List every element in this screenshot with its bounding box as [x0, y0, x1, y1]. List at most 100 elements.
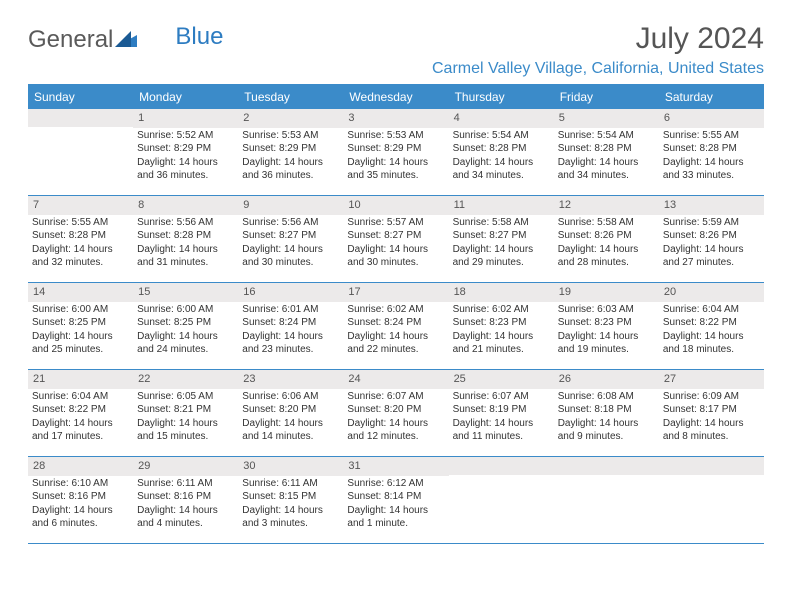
day-body: Sunrise: 6:09 AMSunset: 8:17 PMDaylight:… [659, 389, 764, 447]
sunrise-text: Sunrise: 5:56 AM [137, 216, 234, 230]
sunrise-text: Sunrise: 5:55 AM [32, 216, 129, 230]
daylight-text: Daylight: 14 hours and 30 minutes. [347, 243, 444, 270]
day-number: 25 [449, 370, 554, 389]
sunset-text: Sunset: 8:17 PM [663, 403, 760, 417]
day-body: Sunrise: 5:54 AMSunset: 8:28 PMDaylight:… [449, 128, 554, 186]
month-title: July 2024 [432, 22, 764, 56]
day-cell: 6Sunrise: 5:55 AMSunset: 8:28 PMDaylight… [659, 109, 764, 195]
day-body: Sunrise: 5:54 AMSunset: 8:28 PMDaylight:… [554, 128, 659, 186]
sunrise-text: Sunrise: 6:07 AM [347, 390, 444, 404]
daylight-text: Daylight: 14 hours and 17 minutes. [32, 417, 129, 444]
day-header-wednesday: Wednesday [343, 86, 448, 109]
sunrise-text: Sunrise: 6:04 AM [32, 390, 129, 404]
sunset-text: Sunset: 8:19 PM [453, 403, 550, 417]
day-number: 14 [28, 283, 133, 302]
sunrise-text: Sunrise: 5:54 AM [453, 129, 550, 143]
day-number: 17 [343, 283, 448, 302]
header: General Blue July 2024 Carmel Valley Vil… [28, 22, 764, 78]
day-cell: 11Sunrise: 5:58 AMSunset: 8:27 PMDayligh… [449, 196, 554, 282]
day-header-friday: Friday [554, 86, 659, 109]
sunset-text: Sunset: 8:26 PM [663, 229, 760, 243]
sunset-text: Sunset: 8:16 PM [137, 490, 234, 504]
day-number: 27 [659, 370, 764, 389]
day-number: 12 [554, 196, 659, 215]
day-body: Sunrise: 5:59 AMSunset: 8:26 PMDaylight:… [659, 215, 764, 273]
day-header-saturday: Saturday [659, 86, 764, 109]
sunset-text: Sunset: 8:28 PM [558, 142, 655, 156]
daylight-text: Daylight: 14 hours and 15 minutes. [137, 417, 234, 444]
daylight-text: Daylight: 14 hours and 8 minutes. [663, 417, 760, 444]
logo-text-1: General [28, 26, 113, 54]
day-body: Sunrise: 6:05 AMSunset: 8:21 PMDaylight:… [133, 389, 238, 447]
day-number: 15 [133, 283, 238, 302]
sunset-text: Sunset: 8:15 PM [242, 490, 339, 504]
sunset-text: Sunset: 8:25 PM [32, 316, 129, 330]
day-body: Sunrise: 5:52 AMSunset: 8:29 PMDaylight:… [133, 128, 238, 186]
day-cell: 12Sunrise: 5:58 AMSunset: 8:26 PMDayligh… [554, 196, 659, 282]
day-body: Sunrise: 6:00 AMSunset: 8:25 PMDaylight:… [28, 302, 133, 360]
sunset-text: Sunset: 8:20 PM [242, 403, 339, 417]
sunrise-text: Sunrise: 5:58 AM [558, 216, 655, 230]
daylight-text: Daylight: 14 hours and 25 minutes. [32, 330, 129, 357]
day-number: 1 [133, 109, 238, 128]
day-number: 20 [659, 283, 764, 302]
sunset-text: Sunset: 8:27 PM [347, 229, 444, 243]
day-cell: 29Sunrise: 6:11 AMSunset: 8:16 PMDayligh… [133, 457, 238, 543]
day-number: 16 [238, 283, 343, 302]
sunset-text: Sunset: 8:23 PM [453, 316, 550, 330]
day-body: Sunrise: 6:08 AMSunset: 8:18 PMDaylight:… [554, 389, 659, 447]
sunrise-text: Sunrise: 6:00 AM [137, 303, 234, 317]
day-header-tuesday: Tuesday [238, 86, 343, 109]
sunset-text: Sunset: 8:28 PM [137, 229, 234, 243]
day-number: 11 [449, 196, 554, 215]
day-body: Sunrise: 5:53 AMSunset: 8:29 PMDaylight:… [238, 128, 343, 186]
sunset-text: Sunset: 8:14 PM [347, 490, 444, 504]
weeks-container: 1Sunrise: 5:52 AMSunset: 8:29 PMDaylight… [28, 109, 764, 544]
daylight-text: Daylight: 14 hours and 30 minutes. [242, 243, 339, 270]
sunset-text: Sunset: 8:21 PM [137, 403, 234, 417]
logo-text-2: Blue [175, 23, 223, 51]
day-cell: 7Sunrise: 5:55 AMSunset: 8:28 PMDaylight… [28, 196, 133, 282]
day-body: Sunrise: 5:53 AMSunset: 8:29 PMDaylight:… [343, 128, 448, 186]
sunrise-text: Sunrise: 5:58 AM [453, 216, 550, 230]
sunrise-text: Sunrise: 6:05 AM [137, 390, 234, 404]
day-body: Sunrise: 5:55 AMSunset: 8:28 PMDaylight:… [28, 215, 133, 273]
sunrise-text: Sunrise: 6:10 AM [32, 477, 129, 491]
daylight-text: Daylight: 14 hours and 29 minutes. [453, 243, 550, 270]
day-body: Sunrise: 5:58 AMSunset: 8:26 PMDaylight:… [554, 215, 659, 273]
daylight-text: Daylight: 14 hours and 22 minutes. [347, 330, 444, 357]
sunrise-text: Sunrise: 6:11 AM [137, 477, 234, 491]
day-cell: 3Sunrise: 5:53 AMSunset: 8:29 PMDaylight… [343, 109, 448, 195]
daylight-text: Daylight: 14 hours and 36 minutes. [137, 156, 234, 183]
day-cell: 19Sunrise: 6:03 AMSunset: 8:23 PMDayligh… [554, 283, 659, 369]
day-cell [449, 457, 554, 543]
day-body: Sunrise: 5:57 AMSunset: 8:27 PMDaylight:… [343, 215, 448, 273]
sunset-text: Sunset: 8:20 PM [347, 403, 444, 417]
day-cell: 24Sunrise: 6:07 AMSunset: 8:20 PMDayligh… [343, 370, 448, 456]
sunset-text: Sunset: 8:24 PM [242, 316, 339, 330]
day-body: Sunrise: 6:06 AMSunset: 8:20 PMDaylight:… [238, 389, 343, 447]
day-number: 6 [659, 109, 764, 128]
day-cell: 9Sunrise: 5:56 AMSunset: 8:27 PMDaylight… [238, 196, 343, 282]
sunrise-text: Sunrise: 6:00 AM [32, 303, 129, 317]
week-row: 7Sunrise: 5:55 AMSunset: 8:28 PMDaylight… [28, 196, 764, 283]
sunrise-text: Sunrise: 6:12 AM [347, 477, 444, 491]
day-number-empty [449, 457, 554, 475]
day-body: Sunrise: 5:56 AMSunset: 8:27 PMDaylight:… [238, 215, 343, 273]
sunrise-text: Sunrise: 5:52 AM [137, 129, 234, 143]
calendar-page: General Blue July 2024 Carmel Valley Vil… [0, 0, 792, 544]
sunset-text: Sunset: 8:27 PM [242, 229, 339, 243]
daylight-text: Daylight: 14 hours and 19 minutes. [558, 330, 655, 357]
week-row: 28Sunrise: 6:10 AMSunset: 8:16 PMDayligh… [28, 457, 764, 544]
day-body: Sunrise: 6:03 AMSunset: 8:23 PMDaylight:… [554, 302, 659, 360]
day-cell: 18Sunrise: 6:02 AMSunset: 8:23 PMDayligh… [449, 283, 554, 369]
day-number-empty [659, 457, 764, 475]
day-number: 5 [554, 109, 659, 128]
day-body: Sunrise: 6:07 AMSunset: 8:20 PMDaylight:… [343, 389, 448, 447]
sunset-text: Sunset: 8:27 PM [453, 229, 550, 243]
sunset-text: Sunset: 8:24 PM [347, 316, 444, 330]
sunset-text: Sunset: 8:22 PM [663, 316, 760, 330]
sunset-text: Sunset: 8:29 PM [242, 142, 339, 156]
daylight-text: Daylight: 14 hours and 3 minutes. [242, 504, 339, 531]
day-cell: 20Sunrise: 6:04 AMSunset: 8:22 PMDayligh… [659, 283, 764, 369]
